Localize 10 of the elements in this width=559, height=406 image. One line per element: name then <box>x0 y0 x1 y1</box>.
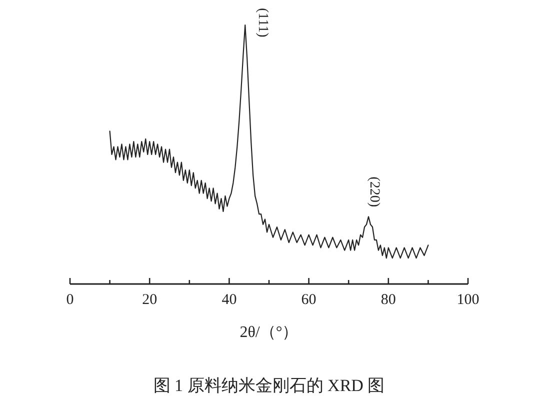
x-tick-label: 40 <box>222 292 237 308</box>
x-tick-label: 0 <box>66 292 74 308</box>
annotation: (220) <box>366 176 382 208</box>
x-tick-label: 100 <box>456 292 480 308</box>
annotation: (111) <box>254 8 270 38</box>
x-axis-title: 2θ/（°） <box>240 324 298 341</box>
x-tick-label: 80 <box>380 292 396 308</box>
caption: 图 1 原料纳米金刚石的 XRD 图 <box>153 376 385 395</box>
x-tick-label: 60 <box>301 292 316 308</box>
x-tick-label: 20 <box>142 292 158 308</box>
